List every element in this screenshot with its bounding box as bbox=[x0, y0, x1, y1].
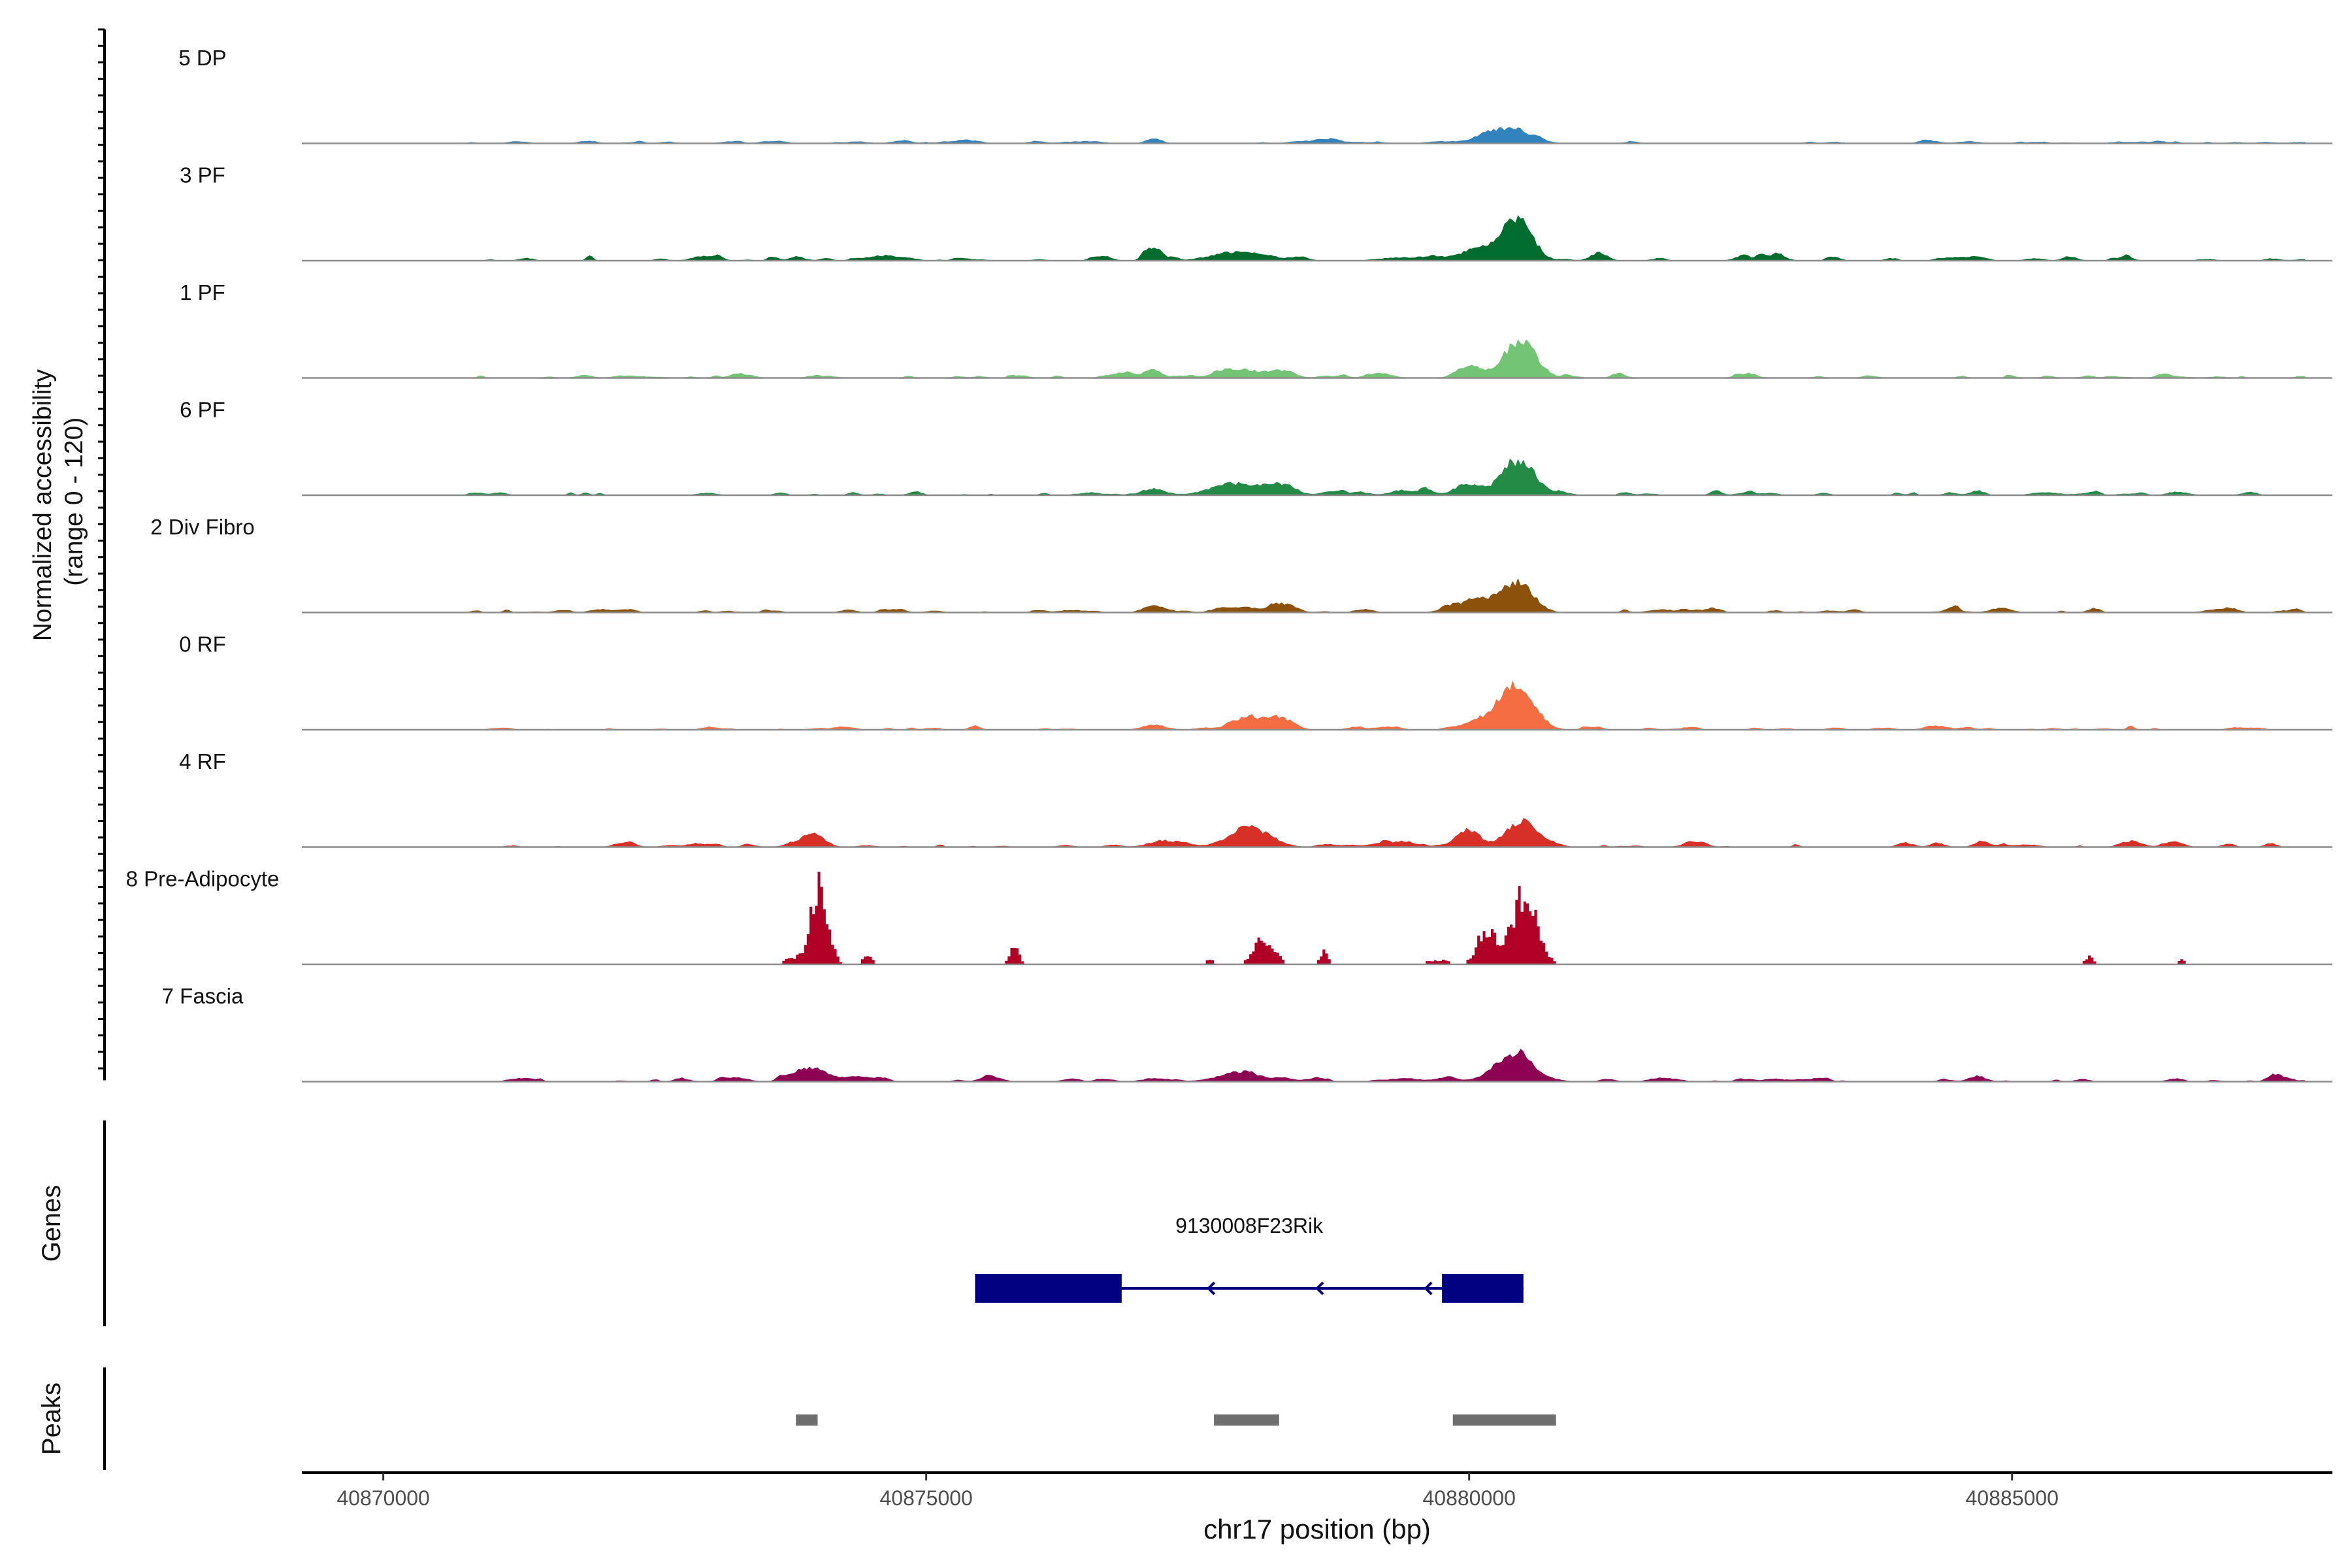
track-5-dp: 5 DP bbox=[178, 46, 2332, 144]
track-8-pre-adipocyte: 8 Pre-Adipocyte bbox=[126, 867, 2332, 966]
genes-axis-label: Genes bbox=[37, 1185, 66, 1262]
peaks-panel: Peaks bbox=[37, 1367, 1556, 1470]
gene-model: 9130008F23Rik bbox=[975, 1214, 1524, 1303]
track-label: 4 RF bbox=[179, 749, 226, 774]
gene-exon bbox=[1442, 1274, 1524, 1303]
peak-region bbox=[796, 1414, 818, 1426]
track-label: 2 Div Fibro bbox=[150, 515, 255, 539]
x-axis-ticks: 40870000 40875000 40880000 40885000 bbox=[336, 1473, 2059, 1510]
coverage-area bbox=[448, 818, 2306, 847]
track-label: 1 PF bbox=[180, 280, 225, 304]
y-axis-title: Normalized accessibility (range 0 - 120) bbox=[29, 362, 88, 641]
x-tick-label: 40885000 bbox=[1966, 1486, 2059, 1510]
track-6-pf: 6 PF bbox=[180, 398, 2332, 497]
coverage-tracks: 5 DP 3 PF 1 PF 6 PF 2 Div Fibro 0 RF 4 RF 8 Pre… bbox=[126, 46, 2332, 1083]
track-label: 3 PF bbox=[180, 163, 225, 188]
track-7-fascia: 7 Fascia bbox=[162, 984, 2332, 1083]
gene-exon bbox=[975, 1274, 1122, 1303]
peak-regions bbox=[796, 1414, 1556, 1426]
coverage-area bbox=[448, 458, 2306, 495]
coverage-area bbox=[448, 872, 2308, 964]
track-label: 8 Pre-Adipocyte bbox=[126, 867, 280, 891]
x-axis-title: chr17 position (bp) bbox=[1203, 1514, 1431, 1544]
track-0-rf: 0 RF bbox=[179, 632, 2332, 731]
track-label: 6 PF bbox=[180, 398, 225, 422]
coverage-area bbox=[448, 680, 2306, 730]
x-tick-label: 40870000 bbox=[336, 1486, 429, 1510]
strand-arrow bbox=[1315, 1281, 1324, 1296]
y-axis-title-line2: (range 0 - 120) bbox=[60, 417, 88, 586]
x-tick-label: 40880000 bbox=[1422, 1486, 1515, 1510]
track-3-pf: 3 PF bbox=[180, 163, 2332, 262]
peak-region bbox=[1214, 1414, 1279, 1426]
track-label: 5 DP bbox=[178, 46, 226, 70]
strand-arrow bbox=[1206, 1281, 1216, 1296]
genes-panel: Genes 9130008F23Rik bbox=[37, 1120, 1524, 1326]
coverage-area bbox=[448, 578, 2306, 613]
y-axis-title-line1: Normalized accessibility bbox=[29, 369, 57, 642]
track-1-pf: 1 PF bbox=[180, 280, 2332, 379]
track-label: 0 RF bbox=[179, 632, 226, 657]
x-axis: 40870000 40875000 40880000 40885000 chr17 p… bbox=[302, 1471, 2332, 1544]
track-2-div-fibro: 2 Div Fibro bbox=[150, 515, 2332, 613]
coverage-area bbox=[448, 1049, 2306, 1082]
peaks-axis-label: Peaks bbox=[37, 1382, 66, 1455]
gene-name: 9130008F23Rik bbox=[1175, 1214, 1324, 1237]
x-tick-label: 40875000 bbox=[879, 1486, 972, 1510]
coverage-panel: Normalized accessibility (range 0 - 120)… bbox=[29, 28, 2332, 1083]
coverage-y-axis-ticks bbox=[98, 28, 105, 1070]
peak-region bbox=[1452, 1414, 1556, 1426]
track-4-rf: 4 RF bbox=[179, 749, 2332, 848]
track-label: 7 Fascia bbox=[162, 984, 244, 1008]
strand-arrow bbox=[1424, 1281, 1433, 1296]
coverage-area bbox=[448, 215, 2306, 261]
coverage-area bbox=[448, 339, 2306, 378]
coverage-area bbox=[448, 127, 2306, 144]
